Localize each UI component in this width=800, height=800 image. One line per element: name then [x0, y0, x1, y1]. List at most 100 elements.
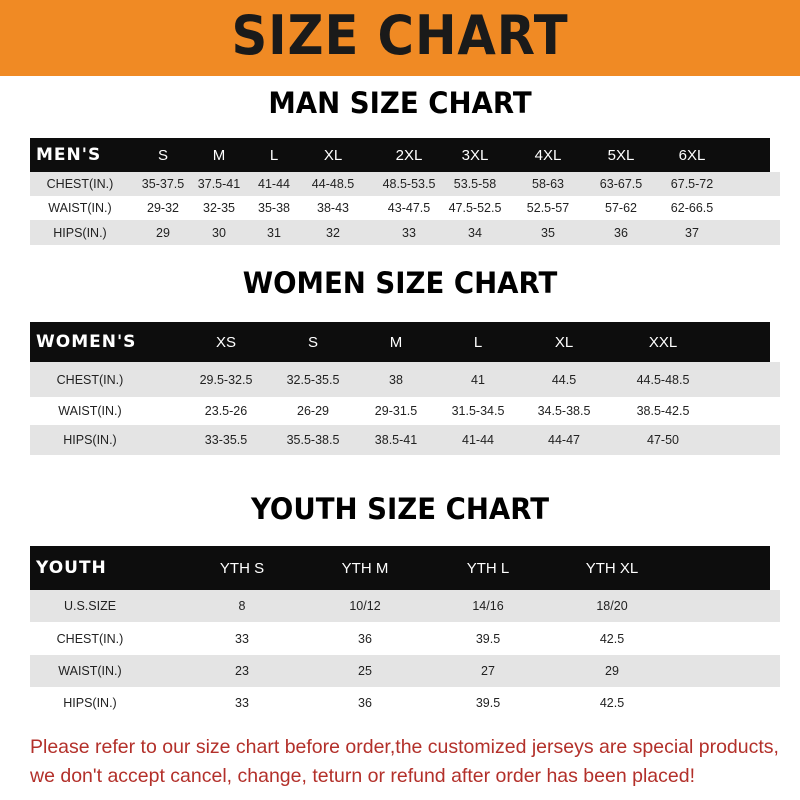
measure-label: CHEST(IN.) [56, 631, 124, 646]
table-cell: 39.5 [475, 631, 501, 646]
table-cell: 33 [235, 695, 249, 710]
table-cell: 23 [235, 664, 249, 678]
table-cell: 29-31.5 [374, 404, 418, 418]
measure-label: CHEST(IN.) [56, 372, 124, 387]
table-cell: 42.5 [599, 695, 625, 710]
women-heading: WOMEN SIZE CHART [242, 266, 558, 300]
table-row: WAIST(IN.) 29-32 32-35 35-38 38-43 43-47.5 47.… [30, 196, 780, 220]
table-cell: 33-35.5 [204, 433, 248, 447]
size-header-cell: 3XL [461, 146, 489, 164]
table-cell: 32-35 [203, 201, 235, 215]
table-cell: 36 [358, 695, 372, 710]
size-header-cell: XL [323, 146, 343, 164]
table-row: CHEST(IN.) 29.5-32.5 32.5-35.5 38 41 44.5 44.5… [30, 362, 780, 397]
table-cell: 47-50 [647, 433, 679, 447]
measure-label: HIPS(IN.) [63, 433, 117, 447]
size-header-cell: XXL [648, 333, 678, 351]
table-row: WAIST(IN.) 23 25 27 29 [30, 655, 780, 687]
table-cell: 34.5-38.5 [537, 404, 591, 418]
header-row: WOMEN'S XS S M L XL XXL [30, 322, 770, 362]
table-cell: 23.5-26 [204, 404, 248, 418]
table-cell: 33 [402, 225, 416, 240]
measure-label: U.S.SIZE [63, 599, 117, 613]
measure-label: WAIST(IN.) [48, 201, 112, 215]
size-header-cell: YTH S [219, 559, 265, 577]
order-notice: Please refer to our size chart before or… [30, 733, 790, 791]
table-cell: 35-37.5 [141, 177, 185, 191]
size-header-cell: 2XL [395, 146, 423, 164]
table-cell: 37.5-41 [197, 177, 241, 191]
table-cell: 32.5-35.5 [286, 372, 340, 387]
table-title-cell: MEN'S [36, 145, 102, 165]
table-cell: 44.5 [551, 372, 577, 387]
table-cell: 53.5-58 [453, 177, 497, 191]
title-banner: SIZE CHART [0, 0, 800, 76]
size-header-cell: YTH XL [585, 559, 639, 577]
table-cell: 44-47 [548, 433, 580, 447]
size-header-cell: 4XL [534, 146, 562, 164]
table-cell: 42.5 [599, 631, 625, 646]
table-cell: 31 [267, 225, 281, 240]
table-cell: 37 [685, 225, 699, 240]
size-header-cell: L [269, 146, 279, 164]
table-cell: 27 [481, 664, 495, 678]
table-cell: 26-29 [297, 404, 329, 418]
table-cell: 38.5-41 [374, 433, 418, 447]
header-row: YOUTH YTH S YTH M YTH L YTH XL [30, 546, 770, 590]
table-row: HIPS(IN.) 29 30 31 32 33 34 35 36 37 [30, 220, 780, 245]
page-title: SIZE CHART [231, 4, 569, 67]
measure-label: WAIST(IN.) [58, 664, 122, 678]
table-cell: 38 [389, 372, 403, 387]
table-cell: 36 [358, 631, 372, 646]
table-cell: 33 [235, 631, 249, 646]
table-cell: 48.5-53.5 [382, 177, 436, 191]
size-header-cell: 6XL [678, 146, 706, 164]
table-cell: 35.5-38.5 [286, 433, 340, 447]
table-row: U.S.SIZE 8 10/12 14/16 18/20 [30, 590, 780, 622]
table-cell: 63-67.5 [599, 177, 643, 191]
table-cell: 31.5-34.5 [451, 404, 505, 418]
table-cell: 25 [358, 664, 372, 678]
table-cell: 44.5-48.5 [636, 372, 690, 387]
table-cell: 29 [156, 225, 170, 240]
table-row: HIPS(IN.) 33 36 39.5 42.5 [30, 687, 780, 718]
header-row: MEN'S S M L XL 2XL 3XL 4XL 5XL 6XL [30, 138, 770, 172]
men-heading: MAN SIZE CHART [268, 86, 532, 120]
size-header-cell: 5XL [607, 146, 635, 164]
size-header-cell: YTH M [341, 559, 389, 577]
table-cell: 18/20 [596, 599, 628, 613]
table-row: HIPS(IN.) 33-35.5 35.5-38.5 38.5-41 41-44 44-… [30, 425, 780, 455]
table-title-cell: YOUTH [36, 558, 107, 578]
table-cell: 29.5-32.5 [199, 372, 253, 387]
youth-heading: YOUTH SIZE CHART [250, 492, 550, 526]
table-cell: 14/16 [472, 599, 504, 613]
table-cell: 38.5-42.5 [636, 404, 690, 418]
table-cell: 52.5-57 [526, 201, 570, 215]
table-cell: 41-44 [258, 177, 290, 191]
table-cell: 47.5-52.5 [448, 201, 502, 215]
size-header-cell: YTH L [466, 559, 510, 577]
table-cell: 29 [605, 664, 619, 678]
table-cell: 39.5 [475, 695, 501, 710]
size-header-cell: M [389, 333, 403, 351]
table-cell: 38-43 [317, 201, 349, 215]
table-cell: 44-48.5 [311, 177, 355, 191]
table-cell: 62-66.5 [670, 201, 714, 215]
measure-label: CHEST(IN.) [46, 177, 114, 191]
table-cell: 57-62 [605, 201, 637, 215]
table-cell: 67.5-72 [670, 177, 714, 191]
table-cell: 41-44 [462, 433, 494, 447]
measure-label: WAIST(IN.) [58, 404, 122, 418]
table-cell: 58-63 [532, 177, 564, 191]
size-header-cell: M [212, 146, 226, 164]
size-header-cell: XL [554, 333, 574, 351]
table-cell: 35-38 [258, 201, 290, 215]
table-cell: 34 [468, 225, 482, 240]
table-row: WAIST(IN.) 23.5-26 26-29 29-31.5 31.5-34.5 34… [30, 397, 780, 425]
table-title-cell: WOMEN'S [36, 332, 137, 352]
size-header-cell: XS [215, 333, 236, 351]
table-cell: 43-47.5 [387, 201, 431, 215]
table-row: CHEST(IN.) 33 36 39.5 42.5 [30, 622, 780, 655]
size-header-cell: S [157, 146, 168, 164]
measure-label: HIPS(IN.) [53, 225, 107, 240]
